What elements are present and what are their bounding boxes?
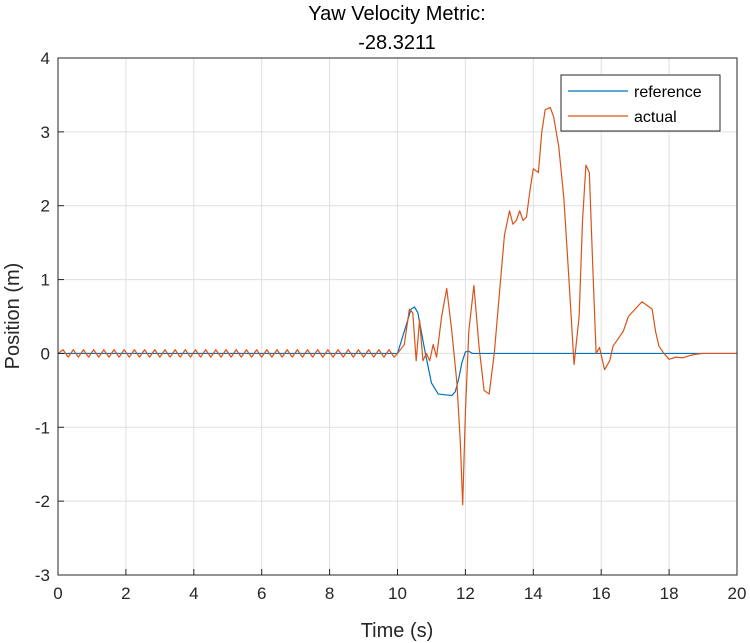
x-tick-label-0: 0 [53,584,62,603]
y-axis-label: Position (m) [2,263,24,370]
series-line-reference [58,306,737,397]
y-tick-label-5: 2 [41,197,50,216]
chart-title-line-2: -28.3211 [358,32,435,54]
series-layer [57,106,737,506]
y-tick-label-1: -2 [35,492,50,511]
series-line-actual [57,106,737,506]
x-axis-label: Time (s) [361,620,434,642]
y-tick-label-6: 3 [41,123,50,142]
x-tick-label-4: 8 [325,584,334,603]
legend-label-actual: actual [634,109,677,126]
x-tick-label-6: 12 [456,584,475,603]
y-tick-label-4: 1 [41,271,50,290]
y-tick-label-0: -3 [35,566,50,585]
legend-box [560,74,721,132]
x-tick-label-1: 2 [121,584,130,603]
x-tick-label-7: 14 [524,584,543,603]
y-tick-label-7: 4 [41,49,50,68]
x-tick-label-8: 16 [592,584,611,603]
legend: reference actual [560,74,721,132]
legend-label-reference: reference [634,84,702,101]
chart-title-line-1: Yaw Velocity Metric: [308,3,485,25]
x-tick-label-2: 4 [189,584,198,603]
x-tick-label-9: 18 [660,584,679,603]
y-tick-label-3: 0 [41,344,50,363]
y-tick-label-2: -1 [35,418,50,437]
x-tick-label-3: 6 [257,584,266,603]
x-tick-label-10: 20 [728,584,747,603]
x-tick-label-5: 10 [388,584,407,603]
